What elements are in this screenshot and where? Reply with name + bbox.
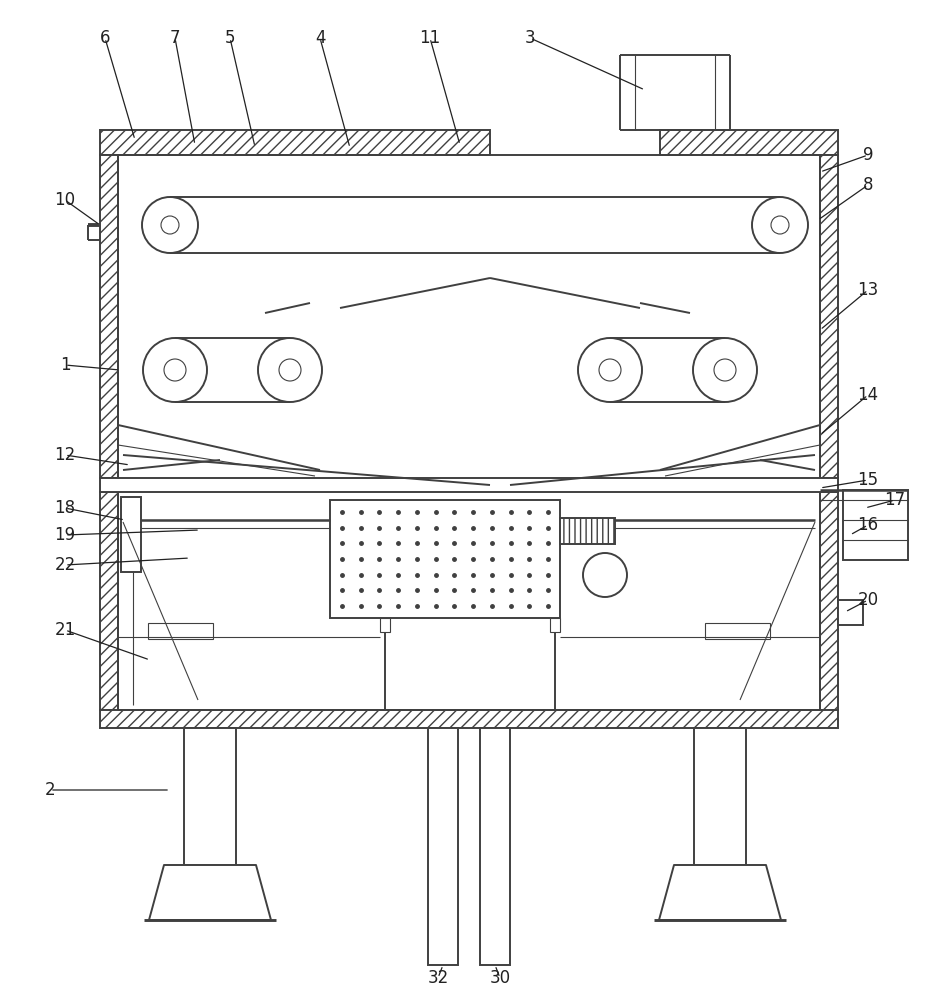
Text: 30: 30 bbox=[490, 969, 511, 987]
Circle shape bbox=[599, 359, 621, 381]
Text: 10: 10 bbox=[54, 191, 75, 209]
Circle shape bbox=[143, 338, 207, 402]
Polygon shape bbox=[659, 865, 781, 920]
Bar bbox=[820, 155, 838, 478]
Text: 4: 4 bbox=[315, 29, 325, 47]
Bar bbox=[480, 728, 510, 965]
Circle shape bbox=[693, 338, 757, 402]
Bar bbox=[560, 518, 615, 544]
Text: 12: 12 bbox=[54, 446, 76, 464]
Text: 3: 3 bbox=[525, 29, 535, 47]
Text: 32: 32 bbox=[427, 969, 449, 987]
Text: 6: 6 bbox=[100, 29, 110, 47]
Bar bbox=[843, 490, 908, 560]
Circle shape bbox=[752, 197, 808, 253]
Text: 21: 21 bbox=[54, 621, 76, 639]
Bar bbox=[100, 710, 838, 728]
Circle shape bbox=[142, 197, 198, 253]
Text: 7: 7 bbox=[169, 29, 181, 47]
Bar bbox=[100, 130, 490, 155]
Bar bbox=[589, 569, 621, 581]
Circle shape bbox=[258, 338, 322, 402]
Text: 22: 22 bbox=[54, 556, 76, 574]
Bar bbox=[100, 478, 838, 492]
Bar bbox=[428, 728, 458, 965]
Circle shape bbox=[714, 359, 736, 381]
Circle shape bbox=[771, 216, 789, 234]
Bar bbox=[380, 618, 390, 632]
Circle shape bbox=[164, 359, 186, 381]
Circle shape bbox=[161, 216, 179, 234]
Bar bbox=[148, 623, 213, 639]
Bar bbox=[820, 492, 838, 710]
Text: 15: 15 bbox=[858, 471, 879, 489]
Bar bbox=[184, 728, 236, 865]
Bar bbox=[838, 600, 863, 625]
Text: 13: 13 bbox=[858, 281, 879, 299]
Text: 20: 20 bbox=[858, 591, 879, 609]
Text: 5: 5 bbox=[224, 29, 235, 47]
Text: 14: 14 bbox=[858, 386, 879, 404]
Bar bbox=[660, 130, 838, 155]
Circle shape bbox=[583, 553, 627, 597]
Bar bbox=[694, 728, 746, 865]
Text: 18: 18 bbox=[54, 499, 75, 517]
Bar bbox=[550, 618, 560, 632]
Bar bbox=[705, 623, 770, 639]
Bar bbox=[121, 497, 141, 572]
Text: 11: 11 bbox=[419, 29, 440, 47]
Circle shape bbox=[279, 359, 301, 381]
Circle shape bbox=[578, 338, 642, 402]
Text: 19: 19 bbox=[54, 526, 75, 544]
Polygon shape bbox=[149, 865, 271, 920]
Text: 8: 8 bbox=[863, 176, 873, 194]
Bar bbox=[330, 500, 560, 618]
Text: 2: 2 bbox=[45, 781, 55, 799]
Bar bbox=[100, 155, 118, 478]
Bar bbox=[100, 492, 118, 710]
Text: 17: 17 bbox=[884, 491, 905, 509]
Text: 1: 1 bbox=[60, 356, 70, 374]
Text: 9: 9 bbox=[863, 146, 873, 164]
Text: 16: 16 bbox=[858, 516, 879, 534]
